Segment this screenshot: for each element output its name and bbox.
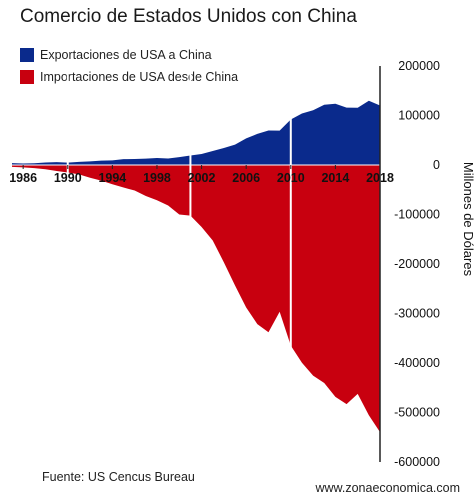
legend-item-imports: Importaciones de USA desde China bbox=[20, 67, 238, 87]
y-tick-label: -500000 bbox=[394, 406, 440, 420]
x-tick-label: 2018 bbox=[366, 171, 394, 185]
site-credit: www.zonaeconomica.com bbox=[315, 481, 460, 495]
y-tick-label: -400000 bbox=[394, 356, 440, 370]
x-tick-label: 1998 bbox=[143, 171, 171, 185]
legend-swatch-exports bbox=[20, 48, 34, 62]
x-tick-label: 1986 bbox=[9, 171, 37, 185]
x-tick-label: 1994 bbox=[98, 171, 126, 185]
imports-area bbox=[12, 165, 380, 433]
legend-label-imports: Importaciones de USA desde China bbox=[40, 70, 239, 84]
x-tick-label: 2006 bbox=[232, 171, 260, 185]
y-tick-label: -600000 bbox=[394, 455, 440, 469]
x-tick-label: 2014 bbox=[321, 171, 349, 185]
exports-area bbox=[12, 100, 380, 165]
y-tick-label: -200000 bbox=[394, 257, 440, 271]
y-tick-label: 200000 bbox=[398, 59, 440, 73]
y-tick-label: -100000 bbox=[394, 208, 440, 222]
legend-swatch-imports bbox=[20, 70, 34, 84]
x-tick-label: 2010 bbox=[277, 171, 305, 185]
x-tick-label: 1990 bbox=[54, 171, 82, 185]
y-tick-label: -300000 bbox=[394, 307, 440, 321]
legend: Exportaciones de USA a China Importacion… bbox=[20, 45, 238, 89]
x-tick-label: 2002 bbox=[188, 171, 216, 185]
source-note: Fuente: US Cencus Bureau bbox=[42, 470, 195, 484]
y-axis-title: Millones de Dólares bbox=[461, 162, 474, 277]
y-tick-label: 0 bbox=[433, 158, 440, 172]
legend-item-exports: Exportaciones de USA a China bbox=[20, 45, 238, 65]
y-tick-label: 100000 bbox=[398, 109, 440, 123]
legend-label-exports: Exportaciones de USA a China bbox=[40, 48, 212, 62]
chart-title: Comercio de Estados Unidos con China bbox=[20, 6, 357, 27]
